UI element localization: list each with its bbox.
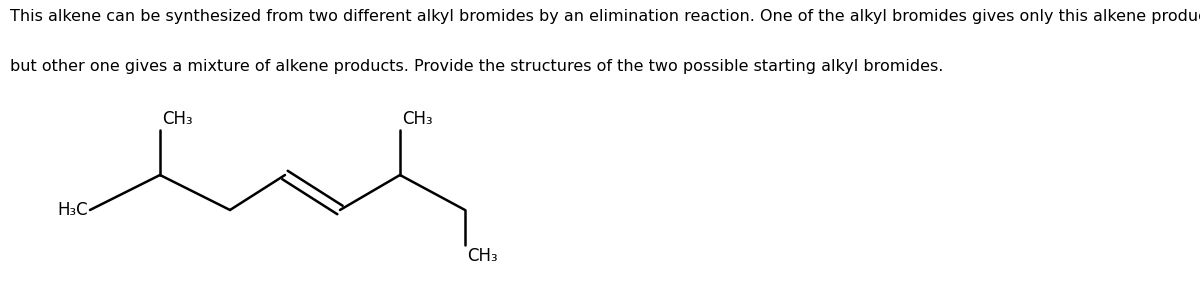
Text: but other one gives a mixture of alkene products. Provide the structures of the : but other one gives a mixture of alkene … [10,59,943,74]
Text: CH₃: CH₃ [467,247,498,265]
Text: CH₃: CH₃ [402,110,433,128]
Text: This alkene can be synthesized from two different alkyl bromides by an eliminati: This alkene can be synthesized from two … [10,9,1200,24]
Text: H₃C: H₃C [58,201,88,219]
Text: CH₃: CH₃ [162,110,193,128]
